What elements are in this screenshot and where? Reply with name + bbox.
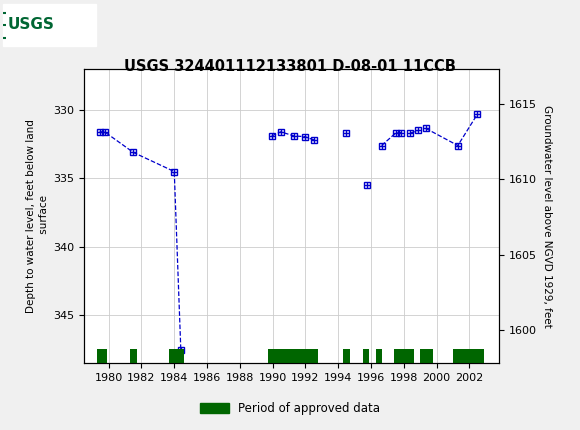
Legend: Period of approved data: Period of approved data [195,397,385,420]
Text: USGS 324401112133801 D-08-01 11CCB: USGS 324401112133801 D-08-01 11CCB [124,59,456,74]
Text: USGS: USGS [8,17,55,32]
Y-axis label: Depth to water level, feet below land
 surface: Depth to water level, feet below land su… [26,119,49,313]
Y-axis label: Groundwater level above NGVD 1929, feet: Groundwater level above NGVD 1929, feet [542,104,552,328]
Bar [3,4,96,46]
